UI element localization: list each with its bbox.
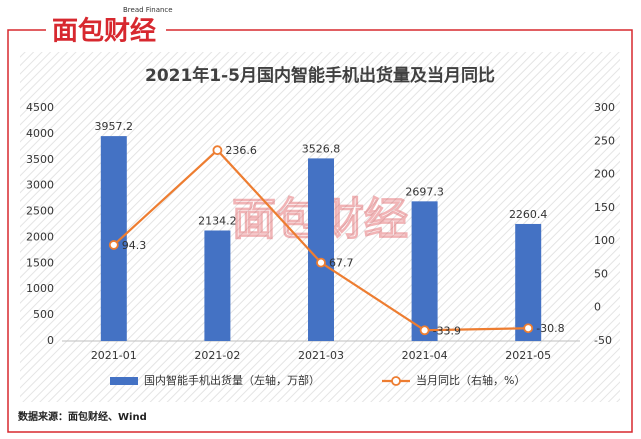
- legend-swatch: [391, 376, 401, 386]
- bar-value-label: 3526.8: [302, 142, 341, 155]
- bar-value-label: 2260.4: [509, 208, 548, 221]
- x-tick-label: 2021-04: [402, 349, 448, 362]
- legend-label: 当月同比（右轴，%）: [416, 373, 525, 387]
- y2-tick-label: 300: [594, 101, 615, 114]
- y-tick-label: 500: [33, 308, 54, 321]
- bar-value-label: 2697.3: [405, 185, 444, 198]
- brand-logo: 面包财经: [52, 16, 156, 47]
- y2-tick-label: 250: [594, 134, 615, 147]
- y-tick-label: 3000: [26, 179, 54, 192]
- legend-swatch: [110, 377, 138, 385]
- legend-label: 国内智能手机出货量（左轴，万部）: [144, 373, 320, 387]
- y-tick-label: 4000: [26, 127, 54, 140]
- x-tick-label: 2021-03: [298, 349, 344, 362]
- y-tick-label: 3500: [26, 153, 54, 166]
- line-marker: [212, 145, 223, 156]
- x-tick-label: 2021-05: [505, 349, 551, 362]
- bar: [308, 158, 334, 341]
- y-tick-label: 2000: [26, 230, 54, 243]
- bar: [515, 223, 542, 341]
- bar: [100, 136, 127, 341]
- y2-tick-label: 150: [594, 201, 615, 214]
- y2-tick-label: 200: [594, 168, 615, 181]
- x-tick-label: 2021-02: [194, 349, 240, 362]
- line-value-label: 67.7: [329, 257, 354, 270]
- y2-tick-label: 0: [594, 301, 601, 314]
- y-tick-label: 0: [47, 334, 54, 347]
- line-value-label: -30.8: [536, 322, 564, 335]
- y2-tick-label: -50: [594, 334, 612, 347]
- source: 数据来源：面包财经、Wind: [18, 410, 147, 423]
- chart-title: 2021年1-5月国内智能手机出货量及当月同比: [145, 65, 495, 86]
- bar-value-label: 3957.2: [95, 120, 134, 133]
- y-tick-label: 1000: [26, 282, 54, 295]
- line-value-label: 236.6: [225, 144, 257, 157]
- brand-en: Bread Finance: [123, 6, 173, 14]
- line-value-label: 94.3: [122, 239, 147, 252]
- line-marker: [419, 325, 430, 336]
- x-tick-label: 2021-01: [91, 349, 137, 362]
- line-marker: [316, 257, 326, 268]
- line-marker: [108, 240, 119, 250]
- bar: [411, 201, 438, 341]
- y-tick-label: 2500: [26, 205, 54, 218]
- bar-value-label: 2134.2: [198, 214, 237, 227]
- y-tick-label: 4500: [26, 101, 54, 114]
- frame: [7, 29, 633, 433]
- bar: [204, 230, 231, 341]
- line-value-label: -33.9: [433, 324, 461, 337]
- y-tick-label: 1500: [26, 256, 54, 269]
- y2-tick-label: 50: [594, 267, 608, 280]
- line-marker: [523, 323, 534, 334]
- y2-tick-label: 100: [594, 234, 615, 247]
